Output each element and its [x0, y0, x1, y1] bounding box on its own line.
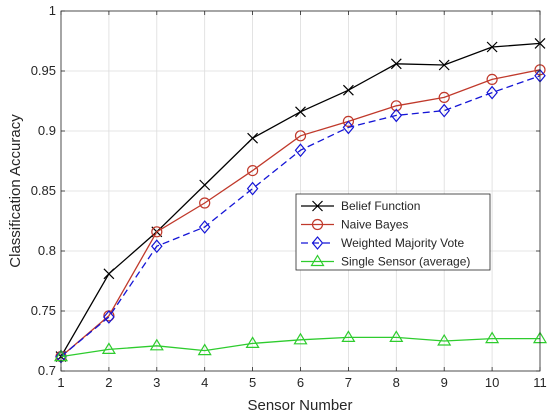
- x-tick-label: 8: [393, 375, 400, 390]
- legend-item: Weighted Majority Vote: [301, 236, 465, 250]
- data-point: [151, 226, 163, 238]
- legend-marker: [311, 218, 324, 231]
- data-point: [342, 84, 354, 96]
- y-tick-label: 0.9: [38, 123, 56, 138]
- data-point: [486, 73, 498, 86]
- data-point: [103, 310, 115, 324]
- data-point: [390, 100, 402, 112]
- data-point: [293, 332, 308, 345]
- series-line: [60, 75, 541, 358]
- axes: 1 2 3 4 5 6 7 8 9 10 11 0.7 0.75 0.8 0.85 0.9 0.95 1: [31, 3, 547, 390]
- legend-marker: [311, 236, 324, 250]
- data-point: [389, 330, 404, 342]
- legend-item: Single Sensor (average): [301, 254, 470, 269]
- y-axis-title: Classification Accuracy: [7, 114, 24, 268]
- x-tick-label: 1: [57, 375, 64, 390]
- data-point: [486, 85, 498, 100]
- data-point: [438, 103, 450, 118]
- data-point: [342, 115, 354, 128]
- x-tick-label: 5: [249, 375, 256, 390]
- series-line: [60, 69, 541, 358]
- legend-box: [295, 193, 491, 271]
- data-point: [247, 165, 259, 177]
- data-point: [151, 239, 163, 254]
- data-point: [294, 143, 307, 158]
- data-point: [198, 220, 211, 234]
- y-tick-label: 0.85: [31, 183, 56, 198]
- legend: Belief Function Naive Bayes Weighted Major…: [295, 193, 491, 271]
- legend-label: Single Sensor (average): [341, 255, 470, 269]
- legend-label: Weighted Majority Vote: [341, 236, 465, 250]
- y-tick-label: 1: [49, 3, 56, 18]
- data-point: [341, 330, 356, 342]
- x-tick-label: 3: [153, 375, 160, 390]
- data-point: [149, 338, 164, 351]
- x-tick-label: 7: [345, 375, 352, 390]
- data-point: [390, 108, 403, 123]
- y-tick-label: 0.95: [31, 63, 56, 78]
- data-point: [197, 343, 212, 356]
- data-point: [342, 120, 355, 135]
- legend-marker: [310, 254, 325, 267]
- x-tick-label: 2: [105, 375, 112, 390]
- data-point: [486, 41, 498, 53]
- x-tick-label: 6: [297, 375, 304, 390]
- series-layer: [53, 37, 548, 364]
- data-point: [437, 333, 452, 346]
- x-tick-label: 11: [533, 375, 547, 390]
- legend-item: Naive Bayes: [301, 218, 408, 232]
- legend-label: Naive Bayes: [341, 218, 408, 232]
- x-tick-label: 10: [485, 375, 499, 390]
- data-point: [101, 342, 116, 354]
- y-tick-label: 0.75: [31, 303, 56, 318]
- data-point: [295, 106, 306, 118]
- data-point: [247, 132, 259, 144]
- data-point: [294, 130, 307, 142]
- data-point: [438, 59, 450, 71]
- legend-marker: [312, 200, 323, 212]
- legend-label: Belief Function: [341, 199, 420, 213]
- data-point: [390, 58, 402, 70]
- y-tick-label: 0.7: [38, 363, 56, 378]
- data-point: [199, 179, 211, 191]
- legend-item: Belief Function: [301, 199, 420, 213]
- series-2: [55, 68, 546, 364]
- y-tick-label: 0.8: [38, 243, 56, 258]
- data-point: [103, 268, 115, 280]
- data-point: [438, 91, 450, 104]
- data-point: [199, 197, 211, 209]
- x-axis-title: Sensor Number: [247, 397, 352, 414]
- data-point: [246, 181, 259, 196]
- series-line: [60, 336, 540, 358]
- x-tick-label: 4: [201, 375, 208, 390]
- x-tick-label: 9: [441, 375, 448, 390]
- data-point: [485, 331, 500, 344]
- data-point: [245, 336, 260, 348]
